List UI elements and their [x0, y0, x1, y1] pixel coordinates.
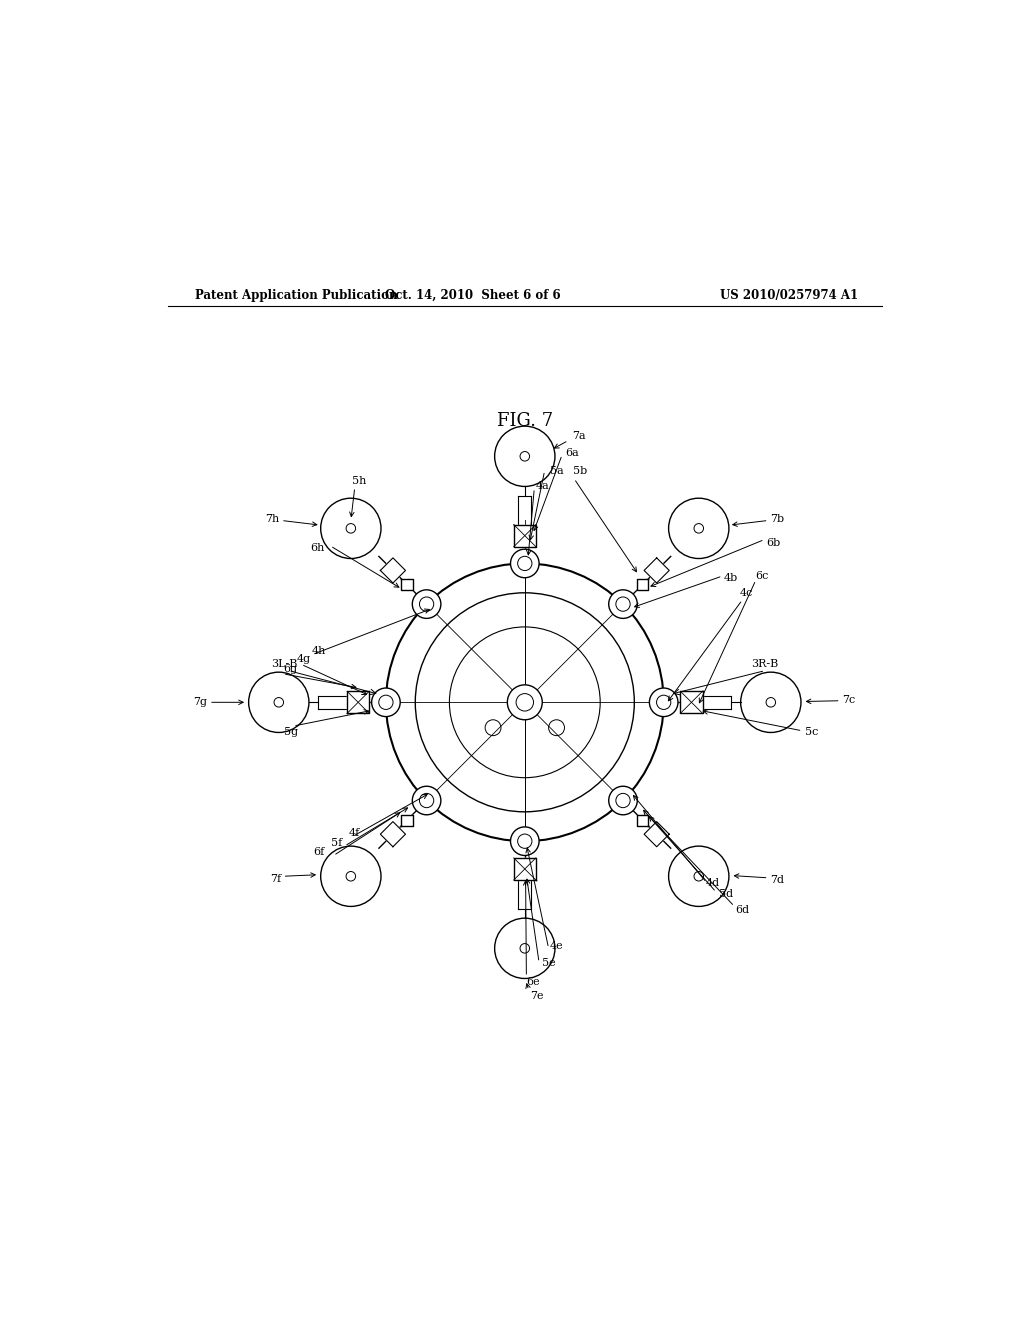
Circle shape	[507, 685, 543, 719]
Circle shape	[669, 498, 729, 558]
Circle shape	[346, 871, 355, 880]
Circle shape	[740, 672, 801, 733]
Text: Oct. 14, 2010  Sheet 6 of 6: Oct. 14, 2010 Sheet 6 of 6	[385, 289, 561, 302]
Text: 4b: 4b	[723, 573, 737, 582]
Text: 5b: 5b	[573, 466, 588, 475]
Text: 4d: 4d	[706, 878, 720, 887]
Polygon shape	[517, 528, 532, 544]
Circle shape	[516, 693, 534, 711]
Polygon shape	[350, 694, 367, 710]
Circle shape	[615, 597, 630, 611]
Circle shape	[420, 597, 434, 611]
Polygon shape	[637, 814, 648, 826]
Circle shape	[274, 697, 284, 708]
Text: 7b: 7b	[770, 513, 784, 524]
Text: 6h: 6h	[310, 544, 325, 553]
Polygon shape	[644, 821, 670, 846]
Polygon shape	[644, 558, 670, 583]
Text: 5g: 5g	[284, 727, 298, 738]
Text: 7f: 7f	[270, 874, 281, 883]
Text: 5e: 5e	[542, 957, 555, 968]
Text: 6a: 6a	[565, 447, 580, 458]
Text: 4e: 4e	[550, 941, 563, 950]
Circle shape	[520, 944, 529, 953]
Circle shape	[413, 590, 441, 618]
Polygon shape	[347, 692, 370, 713]
Text: 6g: 6g	[284, 664, 298, 675]
Circle shape	[649, 688, 678, 717]
Text: 7e: 7e	[530, 991, 544, 1001]
Text: 3L-B: 3L-B	[270, 659, 297, 669]
Circle shape	[372, 688, 400, 717]
Text: FIG. 7: FIG. 7	[497, 412, 553, 429]
Text: 5a: 5a	[550, 466, 563, 475]
Text: 7h: 7h	[265, 513, 280, 524]
Polygon shape	[401, 579, 413, 590]
Text: 6b: 6b	[766, 537, 780, 548]
Circle shape	[321, 498, 381, 558]
Circle shape	[694, 871, 703, 880]
Circle shape	[669, 846, 729, 907]
Circle shape	[379, 696, 393, 709]
Circle shape	[656, 696, 671, 709]
Text: 4c: 4c	[739, 589, 753, 598]
Text: US 2010/0257974 A1: US 2010/0257974 A1	[720, 289, 858, 302]
Polygon shape	[684, 694, 699, 710]
Text: 5d: 5d	[720, 888, 733, 899]
Circle shape	[766, 697, 775, 708]
Text: 7g: 7g	[194, 697, 207, 708]
Circle shape	[608, 787, 637, 814]
Text: 6e: 6e	[526, 977, 540, 986]
Text: 4g: 4g	[297, 653, 311, 664]
Text: 7c: 7c	[842, 694, 855, 705]
Polygon shape	[514, 524, 536, 546]
Text: 7a: 7a	[572, 432, 586, 441]
Circle shape	[608, 590, 637, 618]
Text: 6d: 6d	[735, 904, 750, 915]
Circle shape	[495, 426, 555, 487]
Polygon shape	[514, 858, 536, 880]
Circle shape	[413, 787, 441, 814]
Text: 4h: 4h	[311, 645, 326, 656]
Text: Patent Application Publication: Patent Application Publication	[196, 289, 398, 302]
Circle shape	[495, 919, 555, 978]
Polygon shape	[380, 821, 406, 846]
Text: 5c: 5c	[806, 727, 819, 738]
Text: 7d: 7d	[770, 875, 784, 886]
Text: 5f: 5f	[331, 838, 342, 847]
Text: 5h: 5h	[351, 475, 366, 486]
Circle shape	[518, 834, 531, 849]
Circle shape	[511, 549, 539, 578]
Circle shape	[694, 524, 703, 533]
Circle shape	[518, 556, 531, 570]
Circle shape	[346, 524, 355, 533]
Circle shape	[615, 793, 630, 808]
Polygon shape	[517, 861, 532, 876]
Text: 6c: 6c	[756, 572, 769, 581]
Polygon shape	[680, 692, 702, 713]
Circle shape	[511, 826, 539, 855]
Polygon shape	[380, 558, 406, 583]
Text: 3R-B: 3R-B	[751, 659, 778, 669]
Text: 4a: 4a	[536, 482, 549, 491]
Polygon shape	[637, 579, 648, 590]
Circle shape	[321, 846, 381, 907]
Circle shape	[420, 793, 434, 808]
Text: 4f: 4f	[349, 828, 360, 838]
Circle shape	[520, 451, 529, 461]
Text: 6f: 6f	[313, 847, 325, 858]
Polygon shape	[401, 814, 413, 826]
Circle shape	[249, 672, 309, 733]
